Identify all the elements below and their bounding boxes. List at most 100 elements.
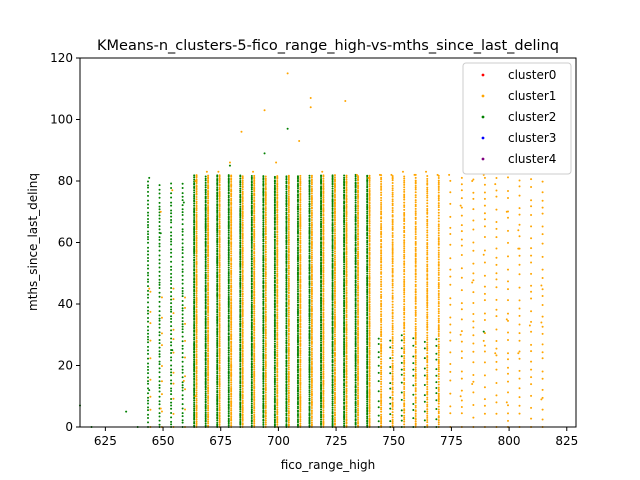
data-point-cluster2 — [296, 371, 299, 374]
data-point-cluster2 — [285, 417, 288, 420]
data-point-cluster1 — [345, 265, 348, 268]
data-point-cluster2 — [331, 349, 334, 352]
data-point-cluster2 — [239, 325, 242, 328]
data-point-cluster1 — [230, 361, 233, 364]
data-point-cluster1 — [172, 397, 175, 400]
data-point-cluster2 — [308, 207, 311, 210]
data-point-cluster1 — [368, 263, 371, 266]
data-point-cluster1 — [207, 336, 210, 339]
data-point-cluster2 — [273, 404, 276, 407]
data-point-cluster2 — [158, 319, 161, 322]
data-point-cluster2 — [285, 197, 288, 200]
data-point-cluster1 — [230, 409, 233, 412]
data-point-cluster1 — [287, 195, 290, 198]
data-point-cluster2 — [262, 295, 265, 298]
data-point-cluster2 — [308, 278, 311, 281]
data-point-cluster2 — [170, 401, 173, 404]
data-point-cluster2 — [320, 287, 323, 290]
data-point-cluster2 — [308, 229, 311, 232]
data-point-cluster2 — [320, 369, 323, 372]
data-point-cluster2 — [320, 253, 323, 256]
data-point-cluster2 — [354, 335, 357, 338]
data-point-cluster1 — [241, 305, 244, 308]
data-point-cluster2 — [343, 359, 346, 362]
data-point-cluster1 — [218, 354, 221, 357]
data-point-cluster1 — [287, 354, 290, 357]
data-point-cluster2 — [273, 299, 276, 302]
data-point-cluster2 — [354, 340, 357, 343]
data-point-cluster2 — [343, 272, 346, 275]
data-point-cluster2 — [216, 183, 219, 186]
data-point-cluster2 — [193, 278, 196, 281]
data-point-cluster2 — [147, 345, 150, 348]
data-point-cluster2 — [158, 220, 161, 223]
data-point-cluster1 — [264, 263, 267, 266]
data-point-cluster2 — [262, 232, 265, 235]
data-point-cluster1 — [310, 396, 313, 399]
data-point-cluster1 — [310, 351, 313, 354]
data-point-cluster1 — [195, 266, 198, 269]
data-point-cluster2 — [320, 279, 323, 282]
data-point-cluster2 — [181, 268, 184, 271]
data-point-cluster1 — [357, 324, 360, 327]
data-point-cluster2 — [204, 400, 207, 403]
data-point-cluster2 — [204, 181, 207, 184]
data-point-cluster1 — [241, 384, 244, 387]
data-point-cluster2 — [273, 346, 276, 349]
data-point-cluster1 — [253, 320, 256, 323]
data-point-cluster1 — [276, 278, 279, 281]
data-point-cluster1 — [357, 402, 360, 405]
data-point-cluster1 — [253, 302, 256, 305]
data-point-cluster2 — [216, 200, 219, 203]
data-point-cluster1 — [299, 349, 302, 352]
data-point-cluster1 — [310, 360, 313, 363]
data-point-cluster2 — [227, 289, 230, 292]
data-point-cluster1 — [207, 291, 210, 294]
data-point-cluster1 — [253, 268, 256, 271]
data-point-cluster2 — [331, 253, 334, 256]
data-point-cluster2 — [296, 365, 299, 368]
data-point-cluster1 — [218, 309, 221, 312]
data-point-cluster1 — [357, 370, 360, 373]
data-point-cluster1 — [276, 279, 279, 282]
data-point-cluster2 — [343, 324, 346, 327]
data-point-cluster2 — [262, 311, 265, 314]
data-point-cluster2 — [343, 186, 346, 189]
data-point-cluster1 — [287, 213, 290, 216]
data-point-cluster1 — [368, 261, 371, 264]
data-point-cluster1 — [218, 199, 221, 202]
data-point-cluster2 — [331, 195, 334, 198]
data-point-cluster1 — [276, 374, 279, 377]
data-point-cluster2 — [354, 298, 357, 301]
data-point-cluster1 — [345, 313, 348, 316]
data-point-cluster1 — [241, 260, 244, 263]
data-point-cluster2 — [227, 198, 230, 201]
data-point-cluster2 — [285, 409, 288, 412]
data-point-cluster2 — [158, 228, 161, 231]
data-point-cluster2 — [216, 397, 219, 400]
data-point-cluster1 — [264, 419, 267, 422]
data-point-cluster2 — [227, 324, 230, 327]
data-point-cluster2 — [250, 243, 253, 246]
data-point-cluster2 — [193, 399, 196, 402]
data-point-cluster2 — [158, 201, 161, 204]
data-point-cluster2 — [204, 347, 207, 350]
data-point-cluster2 — [262, 236, 265, 239]
data-point-cluster2 — [170, 251, 173, 254]
data-point-cluster2 — [320, 275, 323, 278]
data-point-cluster2 — [227, 391, 230, 394]
data-point-cluster1 — [264, 308, 267, 311]
data-point-cluster2 — [331, 262, 334, 265]
data-point-cluster2 — [285, 275, 288, 278]
data-point-cluster2 — [181, 223, 184, 226]
data-point-cluster2 — [170, 204, 173, 207]
data-point-cluster1 — [357, 282, 360, 285]
data-point-cluster2 — [204, 244, 207, 247]
data-point-cluster1 — [345, 257, 348, 260]
data-point-cluster1 — [345, 263, 348, 266]
data-point-cluster1 — [230, 397, 233, 400]
data-point-cluster2 — [354, 190, 357, 193]
data-point-cluster1 — [230, 415, 233, 418]
data-point-cluster2 — [193, 341, 196, 344]
data-point-cluster2 — [193, 314, 196, 317]
